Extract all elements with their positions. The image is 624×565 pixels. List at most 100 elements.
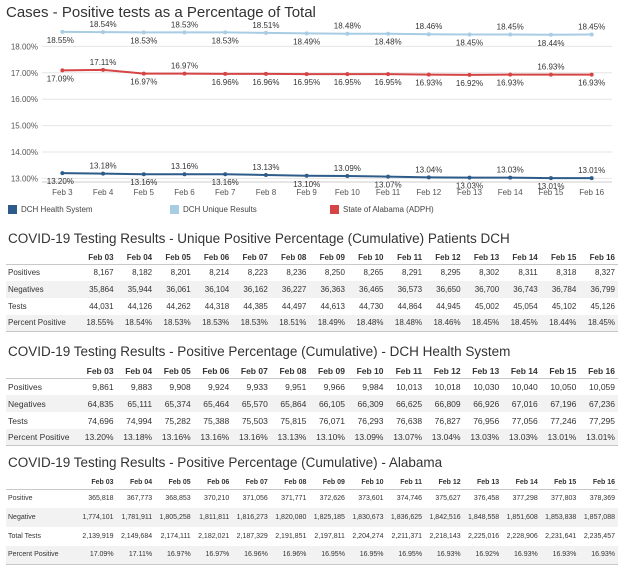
column-header: Feb 08: [270, 476, 310, 490]
table-cell: 13.16%: [232, 429, 271, 446]
legend-item-dch-unique-results[interactable]: DCH Unique Results: [170, 205, 257, 214]
table-cell: 13.07%: [386, 429, 426, 446]
table-cell: 65,570: [232, 395, 271, 412]
table-cell: 36,061: [155, 281, 194, 298]
column-header: Feb 07: [232, 476, 271, 490]
table-cell: 66,105: [309, 395, 348, 412]
series-line: [62, 30, 592, 36]
column-header: Feb 15: [540, 365, 580, 379]
table-cell: 16.93%: [425, 546, 464, 565]
data-point: [548, 32, 553, 37]
table-cell: 1,830,673: [347, 508, 387, 527]
table-cell: 36,363: [309, 281, 348, 298]
table-cell: 74,696: [87, 415, 114, 426]
table-cell: 368,853: [165, 495, 191, 503]
table-cell: 36,227: [270, 281, 310, 298]
line-chart: 18.00% 17.00% 16.00% 15.00% 14.00% 13.00% Feb …: [11, 20, 612, 197]
table-cell: 77,056: [511, 415, 538, 426]
table-cell: 36,465: [347, 281, 387, 298]
table-cell: 76,071: [318, 415, 345, 426]
column-header: Feb 05: [155, 251, 194, 265]
data-label: 18.55%: [47, 36, 74, 45]
data-label: 16.93%: [578, 79, 605, 88]
data-point: [386, 72, 391, 77]
data-point: [60, 29, 65, 34]
column-header: Feb 16: [579, 251, 618, 265]
data-label: 13.10%: [293, 180, 320, 189]
column-header: Feb 09: [309, 476, 348, 490]
x-tick-label: Feb 3: [52, 188, 73, 197]
table-cell: 18.45%: [502, 315, 541, 332]
table-row: Negative 1,774,101 1,781,911 1,805,258 1,811…: [6, 508, 618, 527]
table-cell: 8,327: [594, 268, 615, 278]
table-cell: 13.03%: [463, 429, 503, 446]
table-cell: 16.92%: [463, 546, 503, 565]
data-point: [467, 175, 472, 180]
table-title-alabama: COVID-19 Testing Results - Positive Perc…: [8, 455, 443, 470]
x-tick-label: Feb 5: [134, 188, 155, 197]
row-label: Tests: [8, 415, 28, 426]
table-cell: 18.44%: [540, 315, 580, 332]
table-cell: 16.97%: [155, 546, 194, 565]
data-label: 16.93%: [497, 79, 524, 88]
table-cell: 18.53%: [155, 315, 194, 332]
column-header: Feb 11: [386, 251, 426, 265]
table-cell: 13.16%: [155, 429, 194, 446]
column-header: Feb 05: [155, 365, 194, 379]
table-cell: 8,236: [286, 268, 307, 278]
data-point: [345, 72, 350, 77]
legend-item-dch-health-system[interactable]: DCH Health System: [8, 205, 93, 214]
row-label: Tests: [8, 302, 27, 311]
table-row: Percent Positive 17.09% 17.11% 16.97% 16.97%…: [6, 546, 618, 565]
data-point: [467, 72, 472, 77]
table-row: Positives 9,861 9,883 9,908 9,924 9,933 9,951 9…: [6, 378, 618, 395]
table-cell: 1,848,558: [463, 508, 503, 527]
data-label: 18.53%: [130, 36, 157, 45]
data-label: 18.54%: [90, 20, 117, 29]
data-label: 13.16%: [212, 178, 239, 187]
table-header-row: Feb 03 Feb 04 Feb 05 Feb 06 Feb 07 Feb 08 Feb …: [6, 476, 618, 490]
column-header: Feb 16: [579, 365, 618, 379]
data-point: [508, 72, 513, 77]
series-line: [62, 172, 592, 180]
table-cell: 44,262: [166, 302, 191, 311]
table-cell: 8,295: [440, 268, 461, 278]
data-point: [548, 176, 553, 181]
row-label: Negatives: [6, 395, 78, 412]
table-cell: 2,228,906: [506, 533, 538, 540]
legend-item-state-of-alabama[interactable]: State of Alabama (ADPH): [330, 205, 434, 214]
y-tick-label: 16.00%: [11, 95, 38, 104]
data-label: 18.53%: [171, 20, 198, 29]
y-tick-label: 14.00%: [11, 148, 38, 157]
table-cell: 13.03%: [502, 429, 541, 446]
row-label: Percent Positive: [6, 315, 78, 332]
table-cell: 365,818: [88, 495, 114, 503]
table-cell: 2,235,457: [583, 533, 615, 540]
table-cell: 1,774,101: [78, 508, 117, 527]
table-cell: 9,951: [285, 381, 307, 392]
table-cell: 66,625: [386, 395, 426, 412]
table-row: Negatives 35,864 35,944 36,061 36,104 36,162 3…: [6, 281, 618, 298]
table-row: Percent Positive 18.55% 18.54% 18.53% 18.53%…: [6, 315, 618, 332]
table-cell: 18.55%: [78, 315, 117, 332]
table-cell: 10,030: [473, 381, 500, 392]
data-label: 18.45%: [456, 38, 483, 47]
table-cell: 16.96%: [270, 546, 310, 565]
chart-title: Cases - Positive tests as a Percentage o…: [6, 4, 316, 21]
table-row: Positives 8,167 8,182 8,201 8,214 8,223 8,236 8…: [6, 264, 618, 281]
data-point: [223, 71, 228, 76]
x-tick-label: Feb 8: [256, 188, 277, 197]
data-label: 18.48%: [334, 22, 361, 31]
data-label: 13.18%: [90, 162, 117, 171]
data-label: 18.53%: [212, 36, 239, 45]
data-point: [508, 32, 513, 37]
table-row: Tests 74,696 74,994 75,282 75,388 75,503 75,81…: [6, 412, 618, 429]
table-cell: 18.48%: [347, 315, 387, 332]
table-cell: 10,013: [396, 381, 423, 392]
legend-swatch: [8, 205, 17, 214]
table-cell: 8,302: [479, 268, 500, 278]
table-cell: 65,464: [193, 395, 233, 412]
table-alabama: Feb 03 Feb 04 Feb 05 Feb 06 Feb 07 Feb 08 Feb …: [6, 476, 618, 565]
table-cell: 36,104: [193, 281, 233, 298]
data-point: [223, 30, 228, 35]
